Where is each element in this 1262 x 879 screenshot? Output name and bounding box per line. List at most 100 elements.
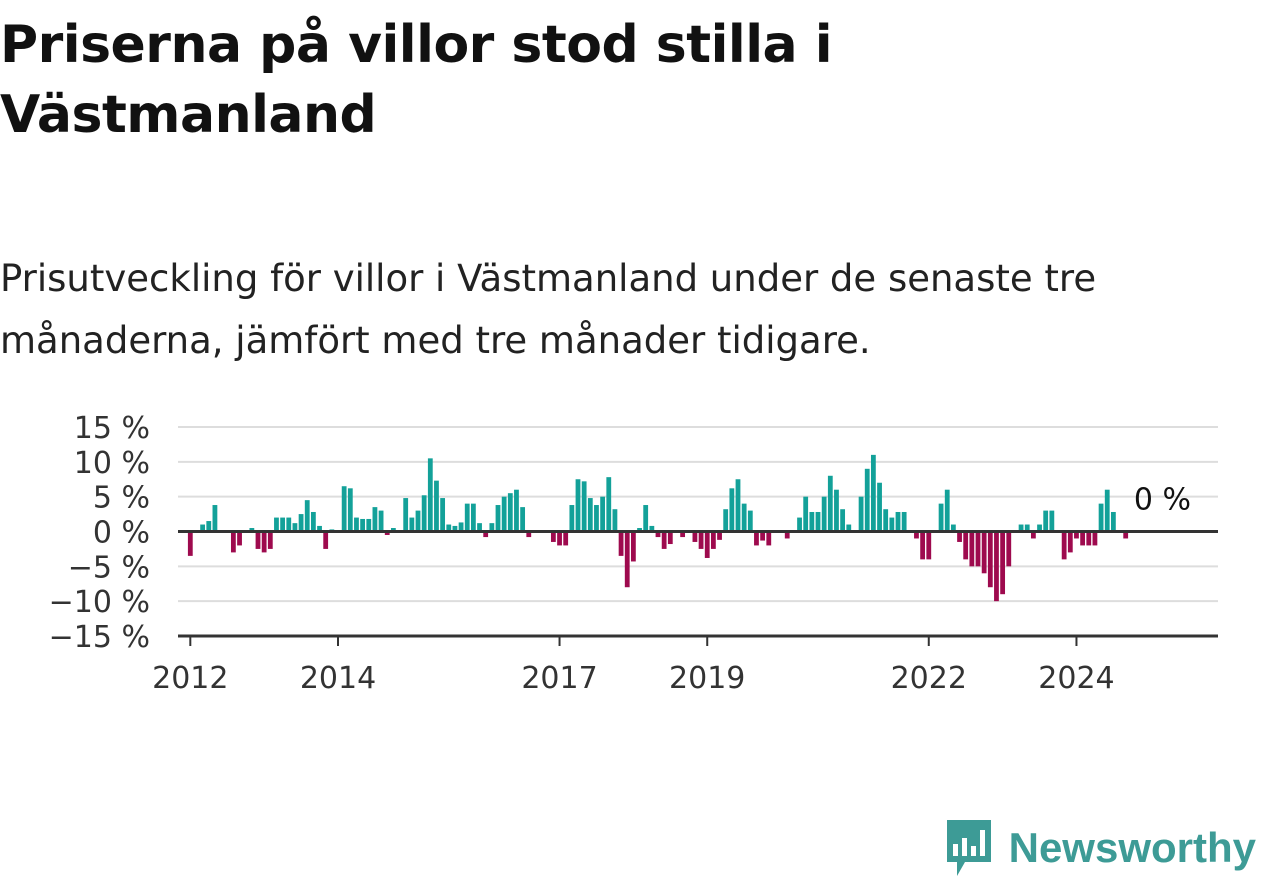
brand-name: Newsworthy bbox=[1008, 824, 1256, 871]
bar bbox=[612, 509, 618, 532]
bar bbox=[557, 531, 562, 546]
bar bbox=[1037, 524, 1042, 532]
bar bbox=[434, 480, 439, 532]
bar bbox=[366, 518, 372, 532]
y-tick-label: −15 % bbox=[49, 620, 150, 655]
bar bbox=[421, 495, 427, 532]
chart-title: Priserna på villor stod stilla i Västman… bbox=[0, 15, 833, 145]
bar bbox=[606, 477, 612, 532]
bar bbox=[520, 507, 526, 532]
bar bbox=[1043, 510, 1049, 532]
newsworthy-logo[interactable]: Newsworthy bbox=[943, 818, 1256, 878]
bar bbox=[741, 503, 747, 532]
bar bbox=[698, 531, 704, 549]
gridlines bbox=[178, 426, 1218, 603]
bar bbox=[920, 531, 926, 560]
bar bbox=[827, 475, 833, 532]
bar bbox=[489, 523, 495, 532]
bar bbox=[1049, 510, 1055, 532]
bar bbox=[187, 531, 193, 556]
bar bbox=[1123, 531, 1129, 539]
bar bbox=[378, 510, 384, 532]
bar bbox=[1061, 531, 1067, 560]
bar bbox=[1024, 524, 1030, 532]
bar bbox=[464, 503, 470, 532]
bar bbox=[1092, 531, 1098, 546]
y-tick-label: 5 % bbox=[93, 481, 150, 516]
bar bbox=[354, 517, 359, 532]
bar bbox=[323, 531, 329, 549]
bar bbox=[975, 531, 981, 567]
bar bbox=[390, 528, 396, 532]
bar bbox=[704, 531, 710, 558]
bar bbox=[710, 531, 716, 549]
bar bbox=[569, 505, 575, 532]
bar bbox=[729, 488, 735, 532]
y-tick-label: −5 % bbox=[68, 550, 150, 585]
bar bbox=[747, 510, 753, 532]
bar bbox=[581, 481, 587, 532]
x-tick-label: 2014 bbox=[300, 661, 376, 696]
bar bbox=[735, 479, 741, 532]
bar bbox=[304, 500, 310, 532]
bar-chart: 15 %10 %5 %0 %−5 %−10 %−15 % 2012 2014 201… bbox=[49, 411, 1218, 696]
bar bbox=[575, 479, 581, 532]
bar bbox=[483, 531, 489, 538]
y-axis-ticks: 15 %10 %5 %0 %−5 %−10 %−15 % bbox=[49, 411, 150, 655]
bar bbox=[274, 517, 279, 532]
bar bbox=[766, 531, 772, 546]
bar bbox=[821, 496, 827, 532]
bar bbox=[1104, 489, 1110, 532]
bar bbox=[206, 521, 212, 532]
bar bbox=[409, 517, 415, 532]
bar bbox=[477, 523, 482, 532]
bar bbox=[858, 496, 864, 532]
bar bbox=[1018, 524, 1024, 532]
bar bbox=[230, 531, 236, 553]
bar bbox=[317, 525, 322, 532]
bar bbox=[655, 531, 661, 538]
bar bbox=[452, 525, 458, 532]
bar bbox=[969, 531, 975, 567]
bar bbox=[803, 496, 809, 532]
bar bbox=[1110, 511, 1116, 532]
bar bbox=[618, 531, 624, 556]
bar bbox=[1086, 531, 1092, 546]
y-tick-label: −10 % bbox=[49, 585, 150, 620]
bar bbox=[987, 531, 993, 588]
bar bbox=[643, 505, 649, 532]
bar bbox=[637, 528, 642, 532]
bar bbox=[840, 509, 846, 532]
bar bbox=[237, 531, 242, 546]
bar bbox=[981, 531, 987, 574]
bar bbox=[870, 454, 876, 532]
bar bbox=[501, 496, 507, 532]
bar bbox=[1098, 503, 1104, 532]
bar bbox=[507, 493, 513, 532]
bar bbox=[1006, 531, 1012, 567]
x-tick-label: 2022 bbox=[891, 661, 967, 696]
bar bbox=[440, 498, 446, 532]
bar bbox=[1000, 531, 1006, 595]
bar bbox=[950, 524, 956, 532]
bar bbox=[815, 511, 821, 532]
bar bbox=[692, 531, 698, 542]
bar bbox=[384, 531, 390, 535]
y-tick-label: 15 % bbox=[74, 411, 150, 446]
bar bbox=[1030, 531, 1036, 539]
bar bbox=[255, 531, 261, 549]
bar bbox=[403, 498, 409, 532]
bar bbox=[834, 489, 839, 532]
bar bbox=[957, 531, 962, 542]
bar bbox=[587, 498, 593, 532]
bar bbox=[495, 505, 501, 532]
bar bbox=[889, 517, 895, 532]
y-tick-label: 0 % bbox=[93, 516, 150, 551]
bar bbox=[864, 468, 870, 532]
bar bbox=[458, 522, 464, 532]
bar bbox=[446, 524, 452, 532]
x-tick-label: 2024 bbox=[1038, 661, 1114, 696]
bar bbox=[594, 505, 599, 532]
bar bbox=[1080, 531, 1086, 546]
bar bbox=[809, 511, 815, 532]
